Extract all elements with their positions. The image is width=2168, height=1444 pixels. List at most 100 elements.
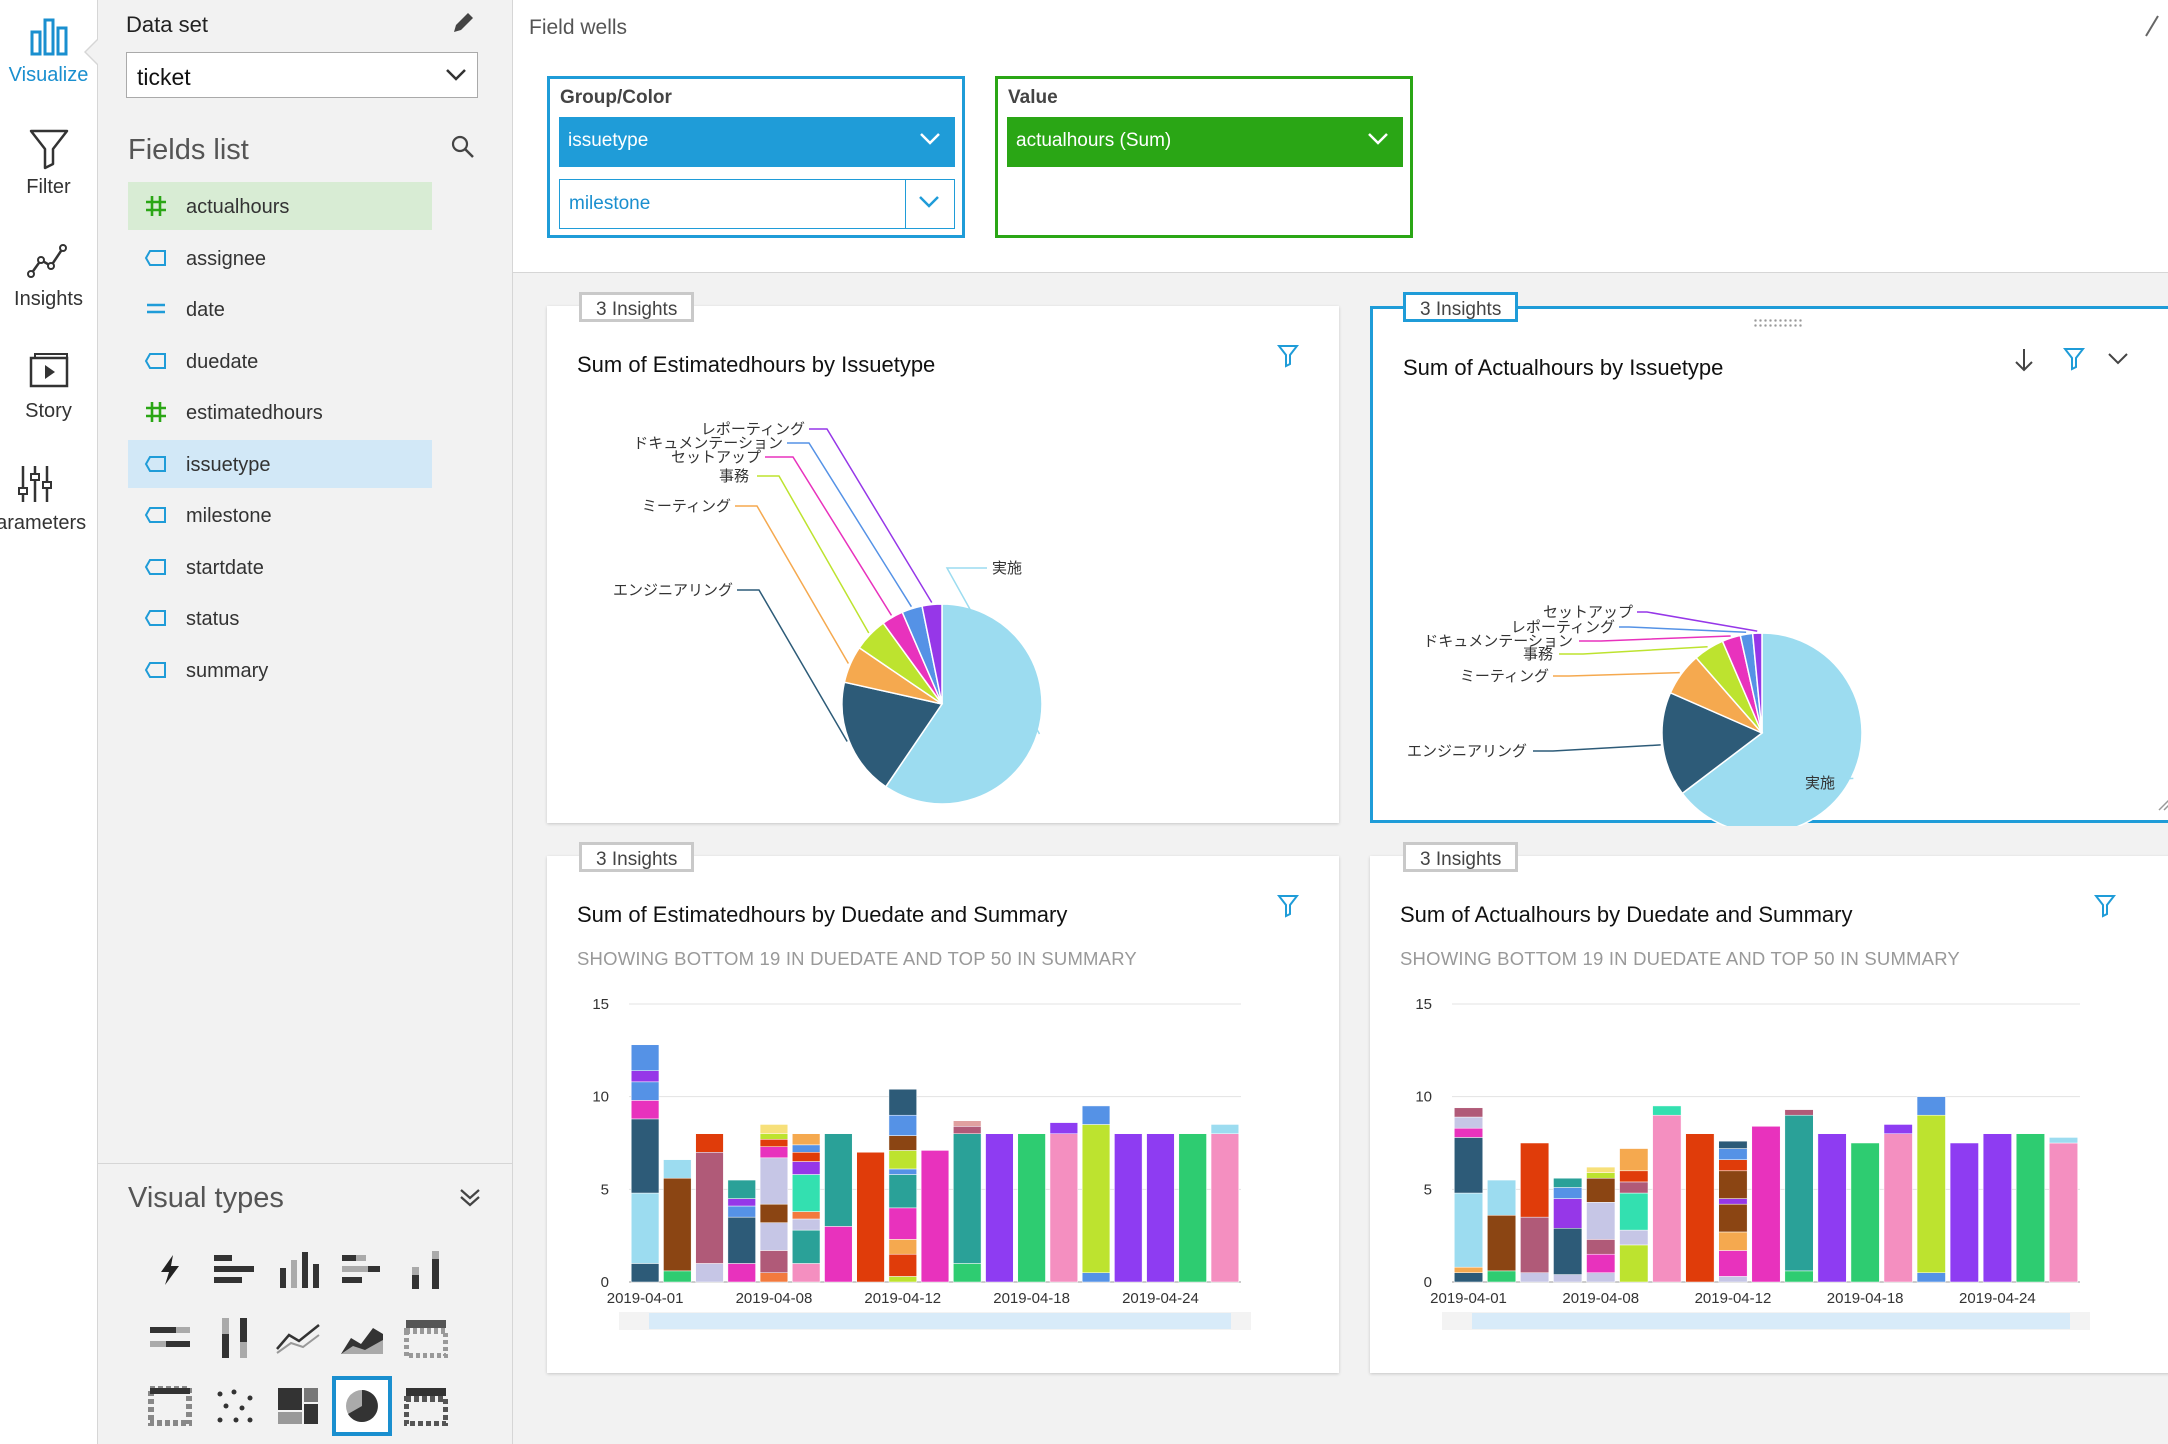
- bar-segment[interactable]: [631, 1263, 660, 1283]
- bar-segment[interactable]: [631, 1100, 660, 1120]
- bar-segment[interactable]: [1553, 1187, 1583, 1199]
- field-item-status[interactable]: status: [128, 594, 432, 642]
- bar-segment[interactable]: [888, 1207, 917, 1240]
- bar-segment[interactable]: [792, 1174, 821, 1212]
- nav-filter[interactable]: Filter: [0, 126, 97, 199]
- vt-area-line[interactable]: [332, 1308, 392, 1368]
- bar-segment[interactable]: [1586, 1202, 1616, 1240]
- vt-scatter[interactable]: [204, 1376, 264, 1436]
- visual-menu-button[interactable]: [2107, 351, 2129, 372]
- fields-search-button[interactable]: [450, 134, 476, 165]
- bar-segment[interactable]: [1718, 1231, 1748, 1251]
- bar-segment[interactable]: [888, 1174, 917, 1209]
- vt-vertical-bar[interactable]: [268, 1240, 328, 1300]
- pie-slice[interactable]: [1661, 691, 1764, 795]
- bar-segment[interactable]: [1487, 1179, 1517, 1216]
- bar-segment[interactable]: [663, 1270, 692, 1283]
- bar-segment[interactable]: [888, 1150, 917, 1170]
- bar-segment[interactable]: [631, 1192, 660, 1264]
- bar-segment[interactable]: [663, 1159, 692, 1179]
- filter-button[interactable]: [2093, 894, 2117, 923]
- nav-visualize[interactable]: Visualize: [0, 14, 97, 87]
- field-item-estimatedhours[interactable]: estimatedhours: [128, 388, 432, 436]
- bar-segment[interactable]: [1114, 1133, 1143, 1283]
- bar-segment[interactable]: [727, 1198, 756, 1207]
- vt-horizontal-bar[interactable]: [204, 1240, 264, 1300]
- bar-segment[interactable]: [792, 1152, 821, 1162]
- bar-segment[interactable]: [953, 1126, 982, 1134]
- edit-dataset-button[interactable]: [450, 10, 476, 41]
- actualhours-sum-pill[interactable]: actualhours (Sum): [1007, 117, 1403, 167]
- bar-segment[interactable]: [1146, 1133, 1175, 1283]
- chart-scrollbar-thumb[interactable]: [1472, 1313, 2070, 1329]
- bar-segment[interactable]: [1916, 1096, 1946, 1116]
- bar-segment[interactable]: [1784, 1114, 1814, 1272]
- vt-table[interactable]: [396, 1376, 456, 1436]
- vt-100-vertical-bar[interactable]: [204, 1308, 264, 1368]
- bar-segment[interactable]: [985, 1133, 1014, 1283]
- bar-segment[interactable]: [1520, 1272, 1550, 1283]
- bar-segment[interactable]: [1718, 1170, 1748, 1199]
- bar-segment[interactable]: [1751, 1126, 1781, 1283]
- bar-segment[interactable]: [1619, 1170, 1649, 1183]
- field-item-summary[interactable]: summary: [128, 646, 432, 694]
- dataset-select[interactable]: ticket: [126, 52, 478, 98]
- bar-segment[interactable]: [953, 1263, 982, 1283]
- resize-handle[interactable]: [2157, 797, 2168, 816]
- bar-segment[interactable]: [1718, 1159, 1748, 1172]
- filter-button[interactable]: [1276, 344, 1300, 373]
- bar-segment[interactable]: [1520, 1216, 1550, 1273]
- bar-segment[interactable]: [1718, 1140, 1748, 1149]
- bar-segment[interactable]: [2015, 1133, 2045, 1283]
- bar-segment[interactable]: [2049, 1142, 2078, 1283]
- bar-segment[interactable]: [920, 1150, 950, 1283]
- visual-card-actual-bars[interactable]: Sum of Actualhours by Duedate and Summar…: [1370, 856, 2168, 1373]
- visual-card-estimated-pie[interactable]: Sum of Estimatedhours by Issuetype 実施 エンジ…: [547, 306, 1339, 823]
- bar-segment[interactable]: [727, 1263, 756, 1283]
- bar-segment[interactable]: [953, 1120, 982, 1127]
- insights-tab-active[interactable]: 3 Insights: [1403, 292, 1519, 322]
- insights-tab[interactable]: 3 Insights: [579, 842, 695, 872]
- bar-segment[interactable]: [759, 1203, 789, 1223]
- bar-segment[interactable]: [1081, 1272, 1111, 1283]
- field-item-milestone[interactable]: milestone: [128, 491, 432, 539]
- bar-segment[interactable]: [792, 1144, 821, 1153]
- vt-heat-map[interactable]: [140, 1376, 200, 1436]
- bar-segment[interactable]: [1718, 1148, 1748, 1160]
- bar-segment[interactable]: [727, 1205, 756, 1218]
- bar-segment[interactable]: [1520, 1142, 1550, 1218]
- bar-segment[interactable]: [759, 1272, 789, 1283]
- bar-segment[interactable]: [792, 1133, 821, 1146]
- bar-segment[interactable]: [1883, 1124, 1913, 1134]
- bar-segment[interactable]: [824, 1133, 853, 1227]
- bar-segment[interactable]: [1619, 1181, 1649, 1194]
- bar-segment[interactable]: [1553, 1228, 1583, 1275]
- bar-segment[interactable]: [792, 1211, 821, 1220]
- nav-insights[interactable]: Insights: [0, 238, 97, 311]
- bar-segment[interactable]: [1883, 1133, 1913, 1283]
- field-item-duedate[interactable]: duedate: [128, 337, 432, 385]
- sort-button[interactable]: [2013, 347, 2035, 378]
- bar-segment[interactable]: [1081, 1124, 1111, 1273]
- nav-parameters[interactable]: Parameters: [0, 462, 97, 535]
- bar-segment[interactable]: [2049, 1137, 2078, 1144]
- bar-segment[interactable]: [1619, 1192, 1649, 1231]
- bar-segment[interactable]: [1652, 1105, 1682, 1116]
- bar-segment[interactable]: [727, 1216, 756, 1264]
- bar-segment[interactable]: [663, 1177, 692, 1272]
- pie-slice[interactable]: [841, 681, 944, 788]
- bar-segment[interactable]: [792, 1263, 821, 1283]
- vt-line[interactable]: [268, 1308, 328, 1368]
- bar-segment[interactable]: [1586, 1272, 1616, 1283]
- vt-tree-map[interactable]: [268, 1376, 328, 1436]
- pie-slice[interactable]: [884, 603, 1043, 805]
- bar-segment[interactable]: [1553, 1274, 1583, 1283]
- bar-segment[interactable]: [1454, 1192, 1483, 1268]
- bar-segment[interactable]: [1784, 1109, 1814, 1116]
- bar-segment[interactable]: [824, 1226, 853, 1283]
- bar-segment[interactable]: [792, 1161, 821, 1175]
- field-item-date[interactable]: date: [128, 285, 432, 333]
- vt-stacked-vertical-bar[interactable]: [396, 1240, 456, 1300]
- bar-segment[interactable]: [759, 1157, 789, 1205]
- bar-segment[interactable]: [631, 1044, 660, 1071]
